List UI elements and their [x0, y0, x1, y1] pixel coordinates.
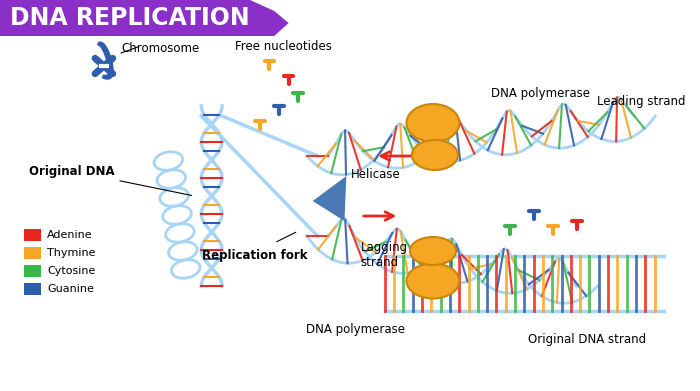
Text: Helicase: Helicase — [351, 168, 401, 181]
Text: Replication fork: Replication fork — [202, 249, 308, 262]
Text: Cytosine: Cytosine — [47, 266, 95, 276]
Ellipse shape — [410, 237, 456, 265]
Text: Thymine: Thymine — [47, 248, 96, 258]
Text: Chromosome: Chromosome — [121, 41, 200, 54]
Text: Free nucleotides: Free nucleotides — [235, 39, 332, 52]
Ellipse shape — [407, 264, 459, 298]
Text: DNA REPLICATION: DNA REPLICATION — [10, 6, 249, 30]
Text: DNA polymerase: DNA polymerase — [307, 323, 405, 335]
Ellipse shape — [407, 104, 459, 142]
Polygon shape — [313, 176, 346, 221]
Polygon shape — [0, 0, 288, 36]
Text: Original DNA: Original DNA — [29, 165, 192, 196]
Bar — [24, 283, 41, 295]
Text: Guanine: Guanine — [47, 284, 94, 294]
Text: Lagging
strand: Lagging strand — [360, 241, 408, 269]
Text: Leading strand: Leading strand — [596, 95, 685, 108]
Bar — [24, 265, 41, 277]
Text: Adenine: Adenine — [47, 230, 93, 240]
Bar — [24, 247, 41, 259]
Bar — [24, 229, 41, 241]
Text: Original DNA strand: Original DNA strand — [528, 332, 646, 346]
Ellipse shape — [412, 140, 458, 170]
Text: DNA polymerase: DNA polymerase — [491, 86, 589, 99]
